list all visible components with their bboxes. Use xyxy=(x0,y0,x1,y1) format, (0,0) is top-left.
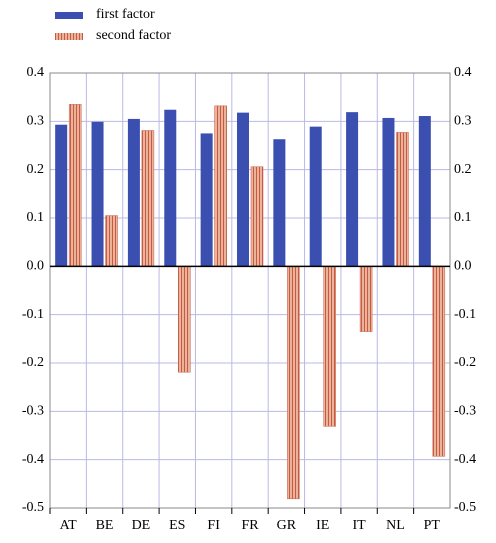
bar xyxy=(359,266,373,332)
x-tick-label: AT xyxy=(60,518,78,533)
bar xyxy=(287,266,300,500)
legend-label: second factor xyxy=(96,28,171,43)
y2-tick-label: 0.3 xyxy=(454,114,472,129)
bar xyxy=(55,124,68,267)
bar xyxy=(396,132,409,267)
x-tick-label: PT xyxy=(424,518,441,533)
y-tick-label: 0.0 xyxy=(27,259,45,274)
plot-frame xyxy=(49,72,451,509)
y2-tick-label: 0.0 xyxy=(454,259,472,274)
bar xyxy=(273,139,286,267)
y-tick-label: -0.4 xyxy=(22,452,44,467)
bar xyxy=(309,126,322,267)
y2-tick-label: 0.1 xyxy=(454,210,472,225)
bar xyxy=(164,109,177,267)
bar xyxy=(178,266,191,373)
bar xyxy=(127,118,140,267)
y-tick-label: 0.4 xyxy=(27,65,45,80)
y2-tick-label: -0.2 xyxy=(454,355,476,370)
x-tick-label: IE xyxy=(316,518,329,533)
bar xyxy=(250,166,264,267)
y2-tick-label: -0.3 xyxy=(454,404,476,419)
y2-tick-label: -0.5 xyxy=(454,500,476,515)
bar xyxy=(432,266,446,457)
y2-tick-label: -0.4 xyxy=(454,452,476,467)
y2-tick-label: 0.2 xyxy=(454,162,472,177)
bar xyxy=(68,104,82,267)
x-tick-label: FI xyxy=(207,518,220,533)
bar xyxy=(382,117,395,267)
x-tick-label: DE xyxy=(132,518,151,533)
bar xyxy=(141,130,155,267)
x-tick-label: IT xyxy=(352,518,366,533)
bar xyxy=(200,133,213,267)
y-tick-label: -0.5 xyxy=(22,500,44,515)
x-tick-label: NL xyxy=(386,518,405,533)
bar xyxy=(91,121,104,267)
legend-label: first factor xyxy=(96,7,155,22)
bar xyxy=(237,112,249,267)
y-tick-label: -0.3 xyxy=(22,404,44,419)
y-tick-label: -0.1 xyxy=(22,307,44,322)
bar xyxy=(418,116,431,267)
x-tick-label: FR xyxy=(241,518,259,533)
legend-swatch xyxy=(55,33,83,40)
y-tick-label: 0.2 xyxy=(27,162,45,177)
x-tick-label: GR xyxy=(277,518,297,533)
y-tick-label: -0.2 xyxy=(22,355,44,370)
y-tick-label: 0.1 xyxy=(27,210,45,225)
legend-swatch xyxy=(55,12,83,19)
y2-tick-label: -0.1 xyxy=(454,307,476,322)
bar xyxy=(346,112,359,267)
bar xyxy=(105,215,118,267)
y2-tick-label: 0.4 xyxy=(454,65,472,80)
x-tick-label: BE xyxy=(96,518,114,533)
y-tick-label: 0.3 xyxy=(27,114,45,129)
bar xyxy=(323,266,336,427)
bar xyxy=(214,105,227,267)
x-tick-label: ES xyxy=(169,518,185,533)
